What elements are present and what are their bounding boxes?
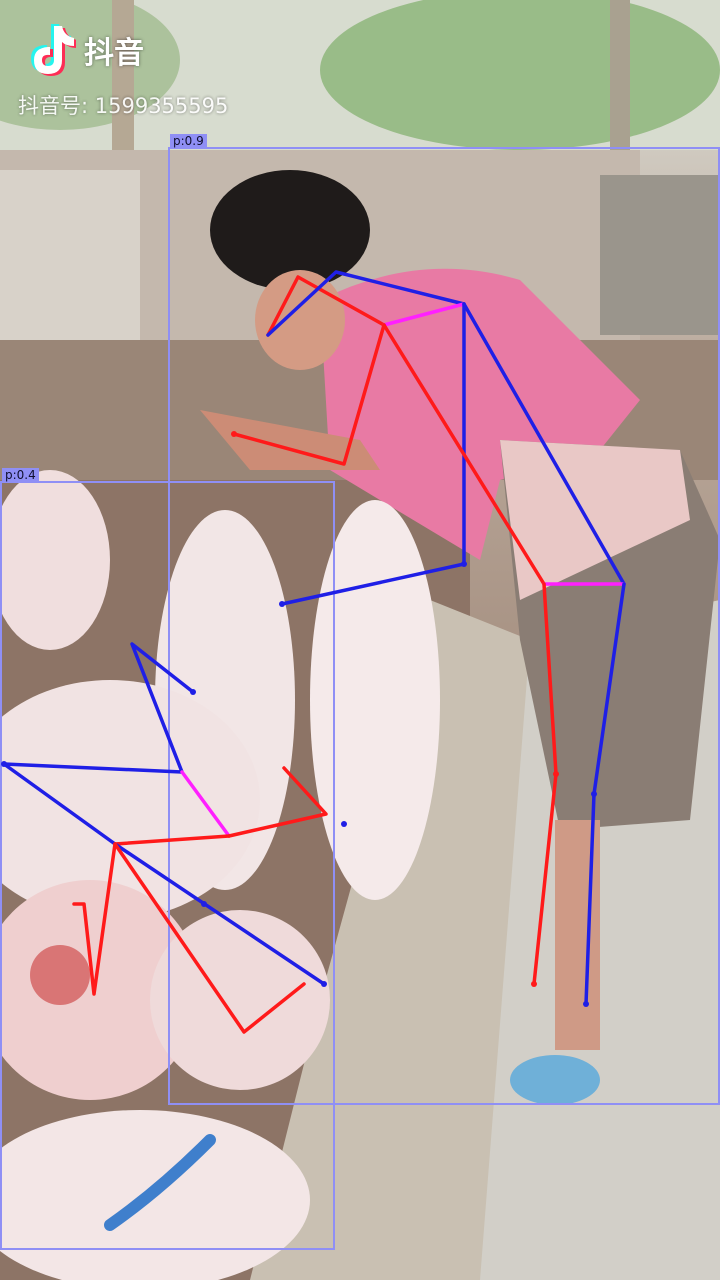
app-name: 抖音 bbox=[84, 36, 144, 71]
music-note-icon bbox=[31, 24, 76, 76]
skeleton-1-right-torso bbox=[462, 302, 626, 586]
skeleton-2-right-side bbox=[2, 762, 117, 846]
skeleton-2-left-lower bbox=[72, 842, 117, 996]
detection-label: p:0.9 bbox=[170, 134, 207, 149]
skeleton-2-left-arm bbox=[227, 766, 328, 838]
detection-box-person-2: p:0.4 bbox=[0, 468, 335, 1250]
skeleton-1-left-arm bbox=[232, 323, 386, 466]
detection-label: p:0.4 bbox=[2, 468, 39, 483]
skeleton-2-upper-center bbox=[180, 770, 231, 838]
tiktok-logo: 抖音 bbox=[24, 22, 144, 78]
skeleton-1-right-face bbox=[266, 270, 466, 337]
account-id: 抖音号: 1599355595 bbox=[18, 94, 229, 118]
skeleton-1-left-face bbox=[266, 275, 386, 337]
skeleton-2-left-leg bbox=[113, 842, 306, 1034]
skeleton-2-lower-center bbox=[113, 834, 231, 846]
skeleton-1-left-torso bbox=[382, 323, 546, 586]
skeleton-1-left-leg bbox=[532, 582, 558, 986]
skeleton-2-right-arm bbox=[2, 642, 195, 774]
skeleton-2-right-leg bbox=[113, 842, 326, 986]
detection-box-person-1: p:0.9 bbox=[168, 134, 720, 1105]
skeleton-1-shoulders bbox=[382, 302, 466, 327]
